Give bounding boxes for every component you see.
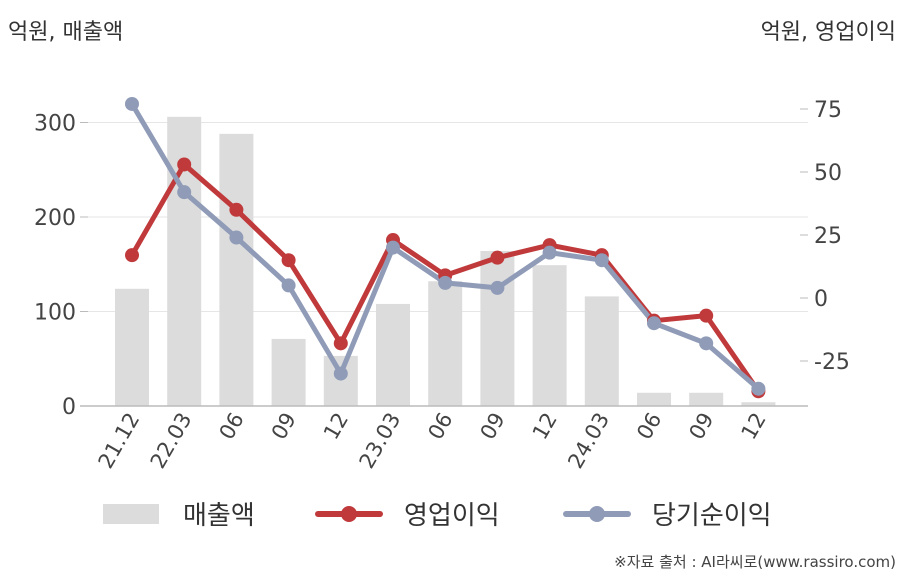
bar-09	[271, 338, 306, 406]
marker-당기순이익-22.03	[177, 185, 192, 200]
right-tick-label: -25	[814, 350, 850, 375]
bar-24.03	[584, 296, 619, 406]
x-tick-label: 06	[632, 409, 666, 444]
legend-label: 영업이익	[404, 501, 500, 531]
marker-당기순이익-24.03	[594, 253, 609, 268]
x-tick-label: 09	[267, 409, 301, 444]
bar-12	[323, 355, 358, 406]
right-tick-label: 0	[814, 287, 828, 312]
bar-06	[637, 392, 671, 406]
marker-영업이익-22.03	[177, 157, 192, 172]
bar-06	[428, 281, 463, 406]
x-tick-label: 22.03	[146, 409, 197, 473]
bar-23.03	[376, 303, 410, 406]
revenue-bars	[115, 116, 776, 406]
right-tick-label: 75	[814, 98, 842, 123]
bar-09	[689, 392, 724, 406]
x-tick-label: 12	[528, 409, 562, 444]
left-tick-label: 300	[34, 112, 76, 137]
right-tick-label: 50	[814, 161, 842, 186]
x-tick-label: 09	[476, 409, 510, 444]
legend-item-영업이익: 영업이익	[315, 501, 500, 531]
x-tick-label: 06	[215, 409, 249, 444]
marker-당기순이익-12	[333, 366, 348, 381]
left-axis-unit-label: 억원, 매출액	[8, 20, 124, 45]
marker-당기순이익-21.12	[125, 96, 139, 111]
legend: 매출액 영업이익 당기순이익	[103, 501, 772, 531]
marker-당기순이익-12	[751, 381, 766, 396]
marker-영업이익-09	[281, 253, 296, 268]
left-tick-label: 0	[62, 395, 76, 420]
left-tick-label: 200	[34, 206, 76, 231]
legend-label: 당기순이익	[652, 501, 772, 531]
marker-당기순이익-06	[438, 275, 453, 290]
legend-swatch	[103, 504, 159, 524]
x-tick-label: 12	[737, 409, 771, 444]
legend-marker	[589, 506, 605, 522]
legend-label: 매출액	[183, 501, 255, 531]
marker-당기순이익-09	[699, 336, 714, 351]
right-axis-unit-label: 억원, 영업이익	[760, 20, 896, 45]
axes	[80, 108, 808, 407]
marker-영업이익-06	[229, 202, 244, 217]
left-tick-label: 100	[34, 301, 76, 326]
marker-영업이익-09	[490, 250, 505, 265]
legend-item-당기순이익: 당기순이익	[563, 501, 772, 531]
marker-당기순이익-12	[542, 245, 557, 260]
marker-당기순이익-23.03	[386, 240, 400, 255]
marker-영업이익-09	[699, 308, 714, 323]
legend-item-매출액: 매출액	[103, 501, 255, 531]
right-tick-label: 25	[814, 224, 842, 249]
x-tick-label: 06	[423, 409, 457, 444]
legend-marker	[341, 506, 357, 522]
profit-lines	[125, 96, 766, 399]
bar-06	[219, 133, 254, 406]
x-tick-label: 09	[684, 409, 718, 444]
x-tick-label: 24.03	[563, 409, 614, 473]
bar-12	[741, 402, 776, 406]
marker-당기순이익-06	[647, 316, 661, 331]
x-tick-label: 21.12	[93, 409, 144, 473]
marker-당기순이익-06	[229, 230, 244, 245]
marker-당기순이익-09	[281, 278, 296, 293]
marker-당기순이익-09	[490, 280, 505, 295]
x-tick-label: 12	[319, 409, 353, 444]
bar-09	[480, 251, 515, 406]
bar-12	[532, 265, 567, 406]
bar-21.12	[115, 288, 149, 406]
marker-영업이익-12	[333, 336, 348, 351]
marker-영업이익-21.12	[125, 248, 139, 263]
x-tick-label: 23.03	[354, 409, 405, 473]
source-note: ※자료 출처 : AI라씨로(www.rassiro.com)	[614, 553, 896, 571]
